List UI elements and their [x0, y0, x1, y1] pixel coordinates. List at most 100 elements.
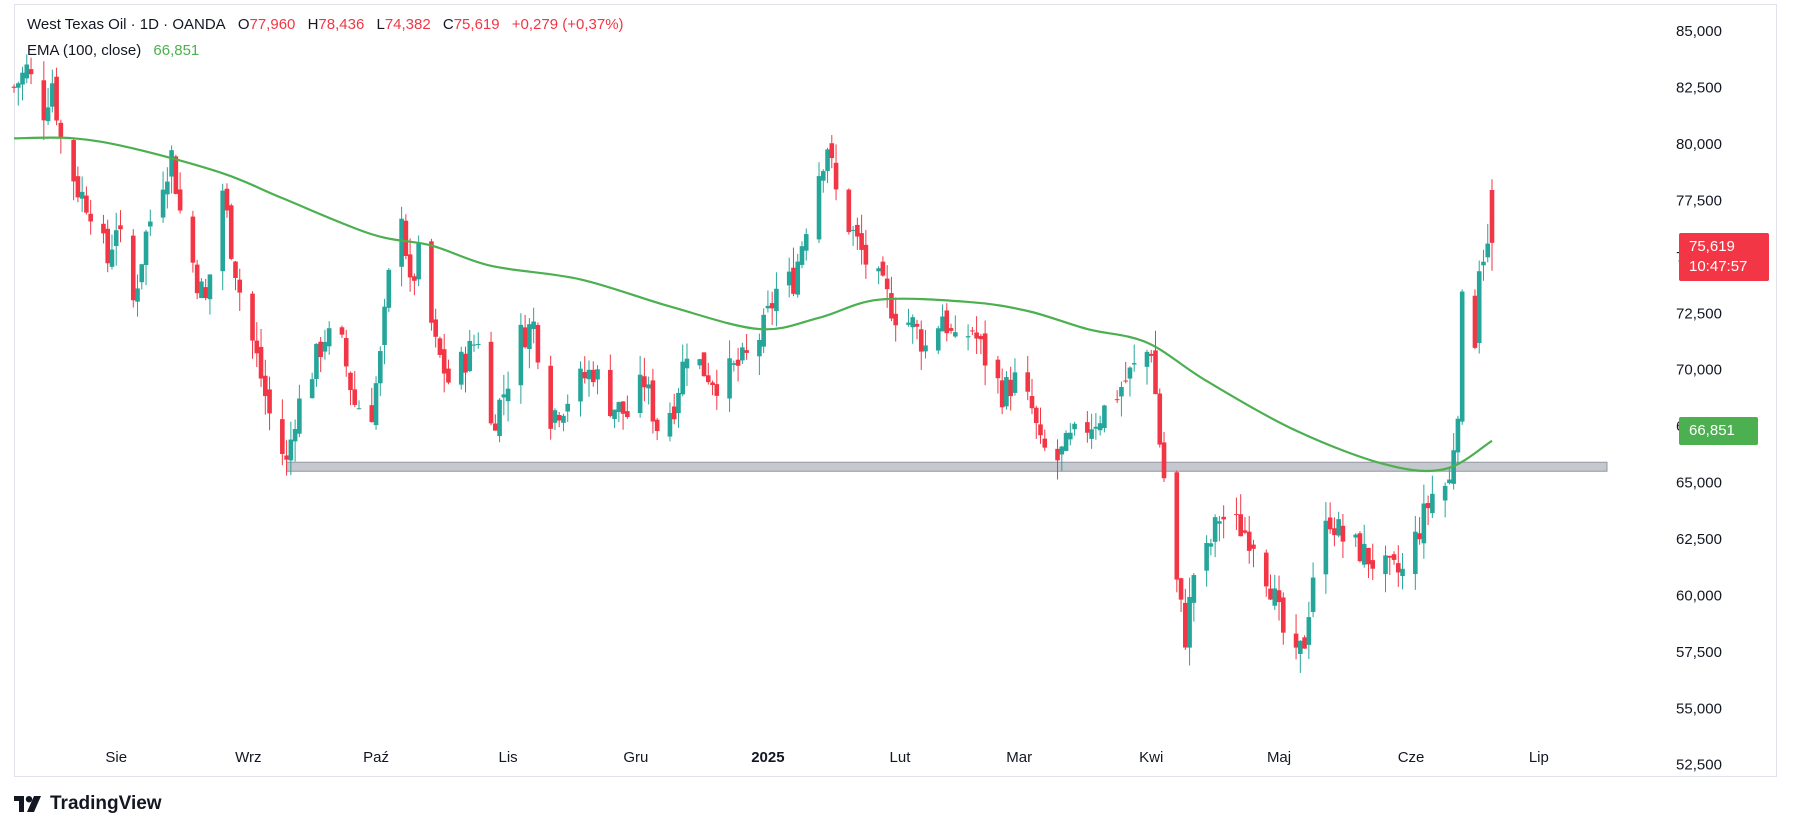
indicator-label[interactable]: EMA (100, close) [27, 42, 142, 59]
price-tick-label: 82,500 [1676, 80, 1722, 97]
candle-body [50, 83, 55, 107]
candle [1212, 514, 1218, 558]
candle [1302, 635, 1307, 649]
candle-body [1038, 424, 1043, 436]
candle [527, 318, 532, 369]
candle [1357, 531, 1363, 563]
candle-body [1472, 295, 1478, 348]
candle [130, 229, 136, 308]
candle-body [79, 191, 85, 199]
candle [267, 376, 272, 431]
candle-body [135, 288, 140, 302]
candle-body [948, 328, 954, 331]
candle-body [258, 346, 264, 379]
candle [369, 387, 375, 423]
candle [1072, 421, 1077, 436]
candle [1174, 470, 1180, 593]
symbol-title[interactable]: West Texas Oil · 1D · OANDA [27, 16, 226, 33]
change-value: +0,279 (+0,37%) [511, 16, 624, 33]
candle-body [744, 350, 749, 353]
candle [318, 337, 323, 373]
candle-body [705, 375, 711, 383]
candle-body [314, 343, 319, 379]
candle [522, 314, 528, 349]
candle-body [109, 249, 115, 267]
candle-body [548, 365, 553, 429]
candle [816, 162, 822, 244]
candle-body [582, 371, 588, 379]
candle [139, 264, 145, 290]
time-tick-label: Kwi [1139, 749, 1163, 766]
candle [744, 333, 749, 360]
candle-body [1161, 442, 1167, 479]
time-tick-label: Sie [105, 749, 127, 766]
candle-body [684, 358, 690, 369]
candle-body [774, 288, 779, 312]
candle [1353, 533, 1358, 547]
price-tick-label: 80,000 [1676, 136, 1722, 153]
candle [356, 400, 362, 410]
last-price-value: 75,619 [1689, 238, 1735, 255]
candle-body [224, 188, 230, 211]
candle-body [880, 261, 886, 276]
candle [940, 304, 945, 332]
ema-price-badge: 66,851 [1679, 417, 1758, 445]
candle [855, 217, 860, 250]
candle-body [1353, 534, 1358, 538]
candle-body [416, 242, 421, 280]
time-tick-label: Mar [1006, 749, 1032, 766]
candle-body [280, 419, 285, 454]
tradingview-logo[interactable]: TradingView [14, 793, 162, 815]
candle [1131, 344, 1137, 372]
candle [288, 421, 294, 476]
candle [974, 316, 979, 355]
candle [680, 344, 686, 397]
candle-body [1131, 363, 1137, 365]
candle [412, 273, 417, 296]
candle-body [855, 224, 860, 237]
candle [378, 346, 383, 397]
candle-body [1400, 568, 1405, 577]
candle-body [352, 389, 358, 405]
candle [1144, 349, 1150, 385]
candle-body [970, 330, 975, 332]
candle [1425, 495, 1431, 526]
candle-body [757, 339, 762, 357]
candle-body [820, 171, 826, 181]
candle-body [403, 220, 409, 256]
candle-body [1370, 560, 1376, 569]
candle-body [1212, 517, 1218, 542]
candle-body [850, 229, 856, 231]
candle-body [965, 336, 971, 338]
candle-body [1340, 525, 1346, 542]
candle [833, 144, 839, 201]
candle [258, 328, 264, 387]
candle-body [799, 246, 805, 265]
candle-body [1089, 429, 1094, 439]
candle [1251, 539, 1256, 568]
candle-body [378, 351, 383, 384]
candle-body [1178, 578, 1184, 600]
candle [970, 327, 975, 336]
candle-body [944, 310, 950, 334]
candle [650, 368, 656, 434]
candle [671, 393, 677, 425]
candle-body [791, 267, 796, 294]
candle-body [667, 412, 673, 437]
candle-body [1413, 531, 1418, 575]
candle [24, 54, 30, 84]
candle-body [24, 64, 30, 79]
time-tick-label: Cze [1398, 749, 1425, 766]
candle-body [1012, 372, 1018, 393]
candle [1127, 366, 1133, 397]
candle-body [263, 375, 268, 397]
candle [322, 329, 328, 360]
candle [995, 355, 1001, 394]
candle [190, 210, 196, 273]
candle-body [612, 409, 617, 420]
candle-body [101, 223, 106, 234]
candle [1481, 249, 1486, 281]
candle [982, 320, 988, 386]
candle-body [488, 341, 494, 424]
